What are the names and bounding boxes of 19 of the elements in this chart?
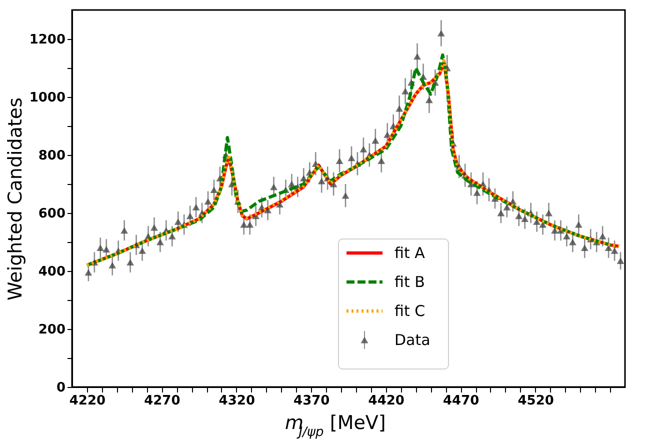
legend-label: fit C	[394, 302, 426, 320]
legend-label: Data	[394, 331, 430, 349]
y-tick-label: 200	[38, 322, 66, 338]
x-tick-label: 4370	[294, 394, 330, 408]
x-tick-label: 4220	[69, 394, 106, 408]
y-tick-label: 600	[38, 206, 66, 222]
x-tick-label: 4320	[218, 394, 255, 408]
y-axis-title: Weighted Candidates	[4, 97, 26, 301]
x-tick-label: 4420	[368, 394, 404, 408]
y-tick-label: 400	[38, 264, 66, 280]
y-tick-label: 1000	[29, 90, 66, 106]
y-tick-label: 800	[38, 148, 66, 164]
y-tick-label: 1200	[29, 32, 66, 48]
x-tick-label: 4470	[443, 394, 480, 408]
y-tick-label: 0	[56, 380, 66, 396]
legend-label: fit B	[394, 273, 425, 291]
legend-label: fit A	[394, 244, 426, 262]
x-tick-label: 4520	[518, 394, 554, 408]
x-tick-label: 4270	[144, 394, 180, 408]
